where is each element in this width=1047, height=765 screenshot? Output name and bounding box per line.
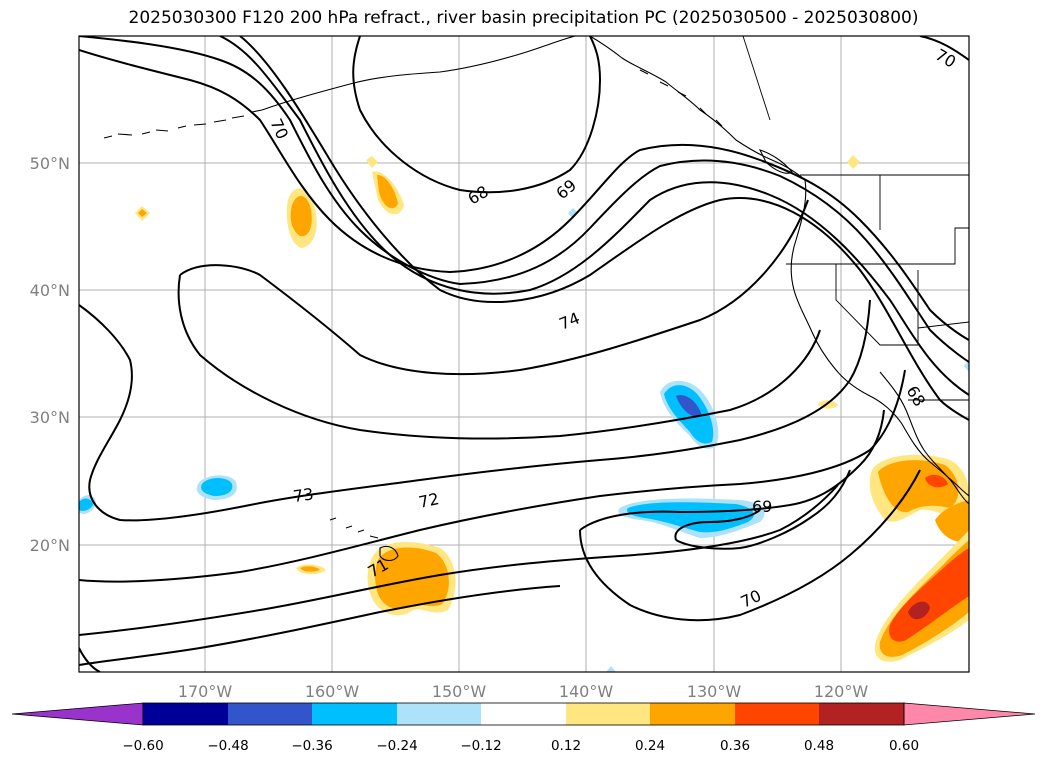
colorbar-label: 0.36: [720, 738, 750, 754]
map-background: [79, 36, 969, 672]
colorbar-label: 0.24: [635, 738, 665, 754]
latitude-labels: 50°N 40°N 30°N 20°N: [30, 154, 70, 555]
contour-label: 69: [752, 497, 772, 516]
gridlines: [79, 36, 969, 672]
lat-label: 50°N: [30, 154, 70, 173]
colorbar-label: −0.36: [291, 738, 332, 754]
lon-label: 170°W: [178, 682, 233, 701]
contour-label: 73: [292, 484, 315, 506]
lat-label: 20°N: [30, 536, 70, 555]
colorbar-swatch: [650, 703, 735, 725]
colorbar-label: −0.24: [376, 738, 417, 754]
colorbar-label: −0.60: [122, 738, 163, 754]
lon-label: 150°W: [432, 682, 487, 701]
contour-label: 72: [417, 489, 441, 512]
longitude-labels: 170°W 160°W 150°W 140°W 130°W 120°W: [178, 682, 869, 701]
colorbar-swatch: [228, 703, 312, 725]
lon-label: 140°W: [559, 682, 614, 701]
map-frame: [78, 35, 970, 673]
lat-label: 40°N: [30, 281, 70, 300]
colorbar-high-extension: [903, 702, 1036, 726]
colorbar-swatch: [481, 703, 566, 725]
colorbar: −0.60 −0.48 −0.36 −0.24 −0.12 0.12 0.24 …: [11, 702, 1036, 754]
refractivity-contours: [79, 36, 969, 672]
political-borders: [742, 36, 969, 401]
colorbar-swatch: [312, 703, 397, 725]
map-title: 2025030300 F120 200 hPa refract., river …: [128, 8, 919, 28]
colorbar-swatch: [143, 703, 228, 725]
colorbar-label: −0.12: [460, 738, 501, 754]
lon-label: 160°W: [305, 682, 360, 701]
colorbar-label: 0.60: [889, 738, 919, 754]
colorbar-swatch: [819, 703, 904, 725]
colorbar-label: 0.12: [551, 738, 581, 754]
colorbar-low-extension: [11, 702, 144, 726]
colorbar-label: 0.48: [804, 738, 834, 754]
coastlines: [103, 36, 969, 562]
colorbar-label: −0.48: [207, 738, 248, 754]
lat-label: 30°N: [30, 408, 70, 427]
colorbar-swatch: [397, 703, 481, 725]
precipitation-shading: [79, 155, 969, 672]
lon-label: 130°W: [687, 682, 742, 701]
colorbar-swatch: [735, 703, 819, 725]
colorbar-swatch: [566, 703, 650, 725]
lon-label: 120°W: [814, 682, 869, 701]
